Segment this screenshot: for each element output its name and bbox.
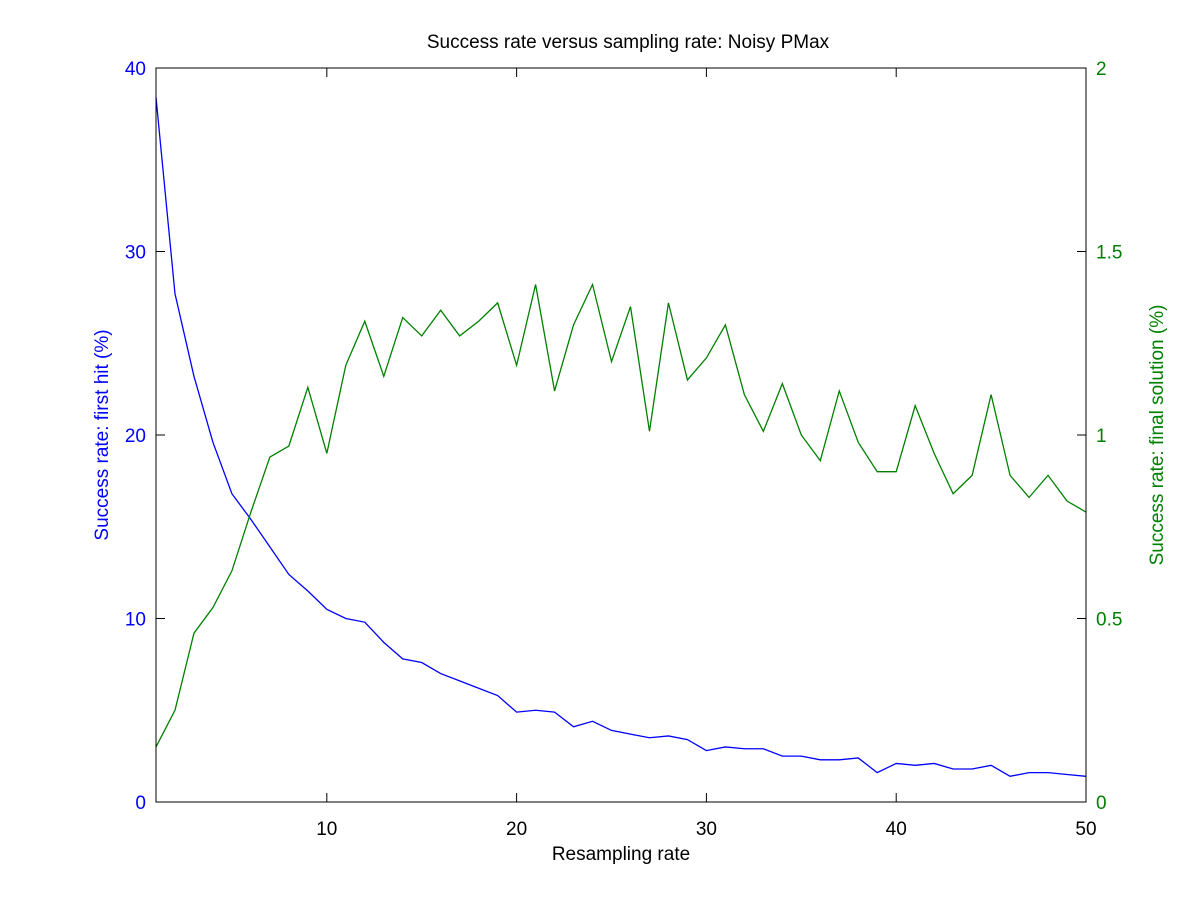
series-layer — [155, 97, 1087, 777]
y-axis-left-label: Success rate: first hit (%) — [92, 329, 113, 540]
y-left-tick-label: 0 — [135, 793, 146, 814]
y-axis-left: 0 10 20 30 40 — [125, 59, 165, 814]
y-right-tick-label: 0 — [1096, 793, 1107, 814]
y-left-tick-label: 10 — [125, 610, 146, 631]
y-left-tick-label: 40 — [125, 59, 146, 80]
y-right-tick-label: 0.5 — [1096, 610, 1122, 631]
y-axis-right: 0 0.5 1 1.5 2 — [1077, 59, 1122, 814]
plot-frame — [155, 67, 1087, 803]
y-right-tick-label: 1.5 — [1096, 243, 1122, 264]
y-left-tick-label: 20 — [125, 426, 146, 447]
x-axis: 10 20 30 40 50 — [316, 68, 1097, 840]
y-axis-right-label: Success rate: final solution (%) — [1147, 305, 1168, 566]
x-tick-label: 10 — [316, 819, 337, 840]
series-line-left — [155, 97, 1087, 777]
y-left-tick-label: 30 — [125, 243, 146, 264]
x-tick-label: 30 — [696, 819, 717, 840]
x-tick-label: 50 — [1075, 819, 1096, 840]
series-line-right — [155, 282, 1087, 748]
chart-title: Success rate versus sampling rate: Noisy… — [427, 32, 830, 53]
x-tick-label: 20 — [506, 819, 527, 840]
y-right-tick-label: 1 — [1096, 426, 1107, 447]
y-right-tick-label: 2 — [1096, 59, 1107, 80]
x-tick-label: 40 — [886, 819, 907, 840]
x-axis-label: Resampling rate — [552, 844, 690, 865]
